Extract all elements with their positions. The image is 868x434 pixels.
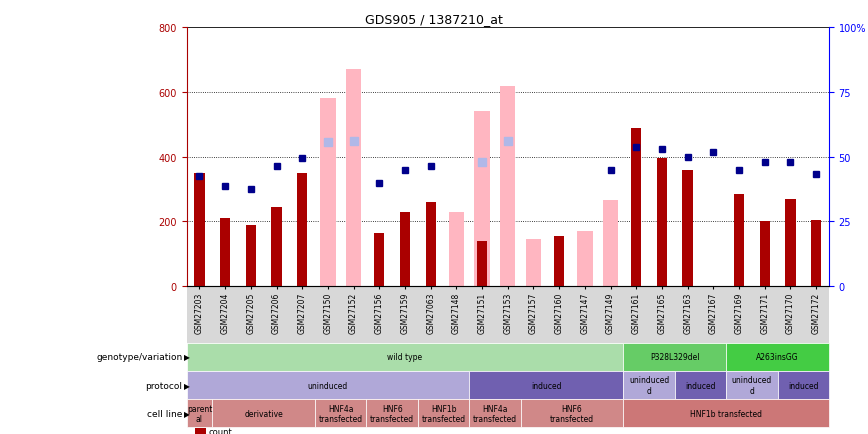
Bar	[631, 128, 641, 286]
Bar	[449, 212, 464, 286]
Bar	[603, 201, 618, 286]
Bar	[425, 203, 436, 286]
Text: induced: induced	[788, 381, 819, 390]
Text: ▶: ▶	[184, 381, 190, 390]
Text: uninduced
d: uninduced d	[732, 375, 772, 395]
Text: cell line: cell line	[147, 409, 182, 418]
Bar	[320, 99, 336, 286]
Text: protocol: protocol	[145, 381, 182, 390]
Bar	[811, 220, 821, 286]
Bar	[297, 174, 307, 286]
Text: HNF4a
transfected: HNF4a transfected	[319, 404, 363, 423]
Bar	[657, 159, 667, 286]
Text: HNF4a
transfected: HNF4a transfected	[473, 404, 517, 423]
Bar	[682, 170, 693, 286]
Bar	[194, 174, 205, 286]
Bar	[554, 237, 564, 286]
Text: A263insGG: A263insGG	[756, 352, 799, 362]
Bar	[477, 241, 487, 286]
Text: P328L329del: P328L329del	[650, 352, 700, 362]
Text: ▶: ▶	[184, 409, 190, 418]
Bar	[374, 233, 385, 286]
Bar	[346, 70, 361, 286]
Text: ▶: ▶	[184, 352, 190, 362]
Bar	[500, 86, 516, 286]
Text: derivative: derivative	[244, 409, 283, 418]
Text: induced: induced	[685, 381, 716, 390]
Bar	[733, 194, 744, 286]
Text: uninduced
d: uninduced d	[629, 375, 669, 395]
Bar	[526, 240, 541, 286]
Text: genotype/variation: genotype/variation	[96, 352, 182, 362]
Text: parent
al: parent al	[187, 404, 212, 423]
Bar	[475, 112, 490, 286]
Bar	[246, 225, 256, 286]
Text: induced: induced	[531, 381, 562, 390]
Text: wild type: wild type	[387, 352, 423, 362]
Bar	[400, 212, 411, 286]
Bar	[220, 219, 230, 286]
Bar	[577, 232, 593, 286]
Text: HNF1b transfected: HNF1b transfected	[690, 409, 762, 418]
Text: HNF6
transfected: HNF6 transfected	[370, 404, 414, 423]
Bar	[272, 207, 282, 286]
Bar	[786, 199, 796, 286]
Bar	[760, 222, 770, 286]
Text: HNF6
transfected: HNF6 transfected	[550, 404, 594, 423]
Text: HNF1b
transfected: HNF1b transfected	[422, 404, 465, 423]
Text: count: count	[208, 427, 232, 434]
Text: GDS905 / 1387210_at: GDS905 / 1387210_at	[365, 13, 503, 26]
Text: uninduced: uninduced	[308, 381, 348, 390]
